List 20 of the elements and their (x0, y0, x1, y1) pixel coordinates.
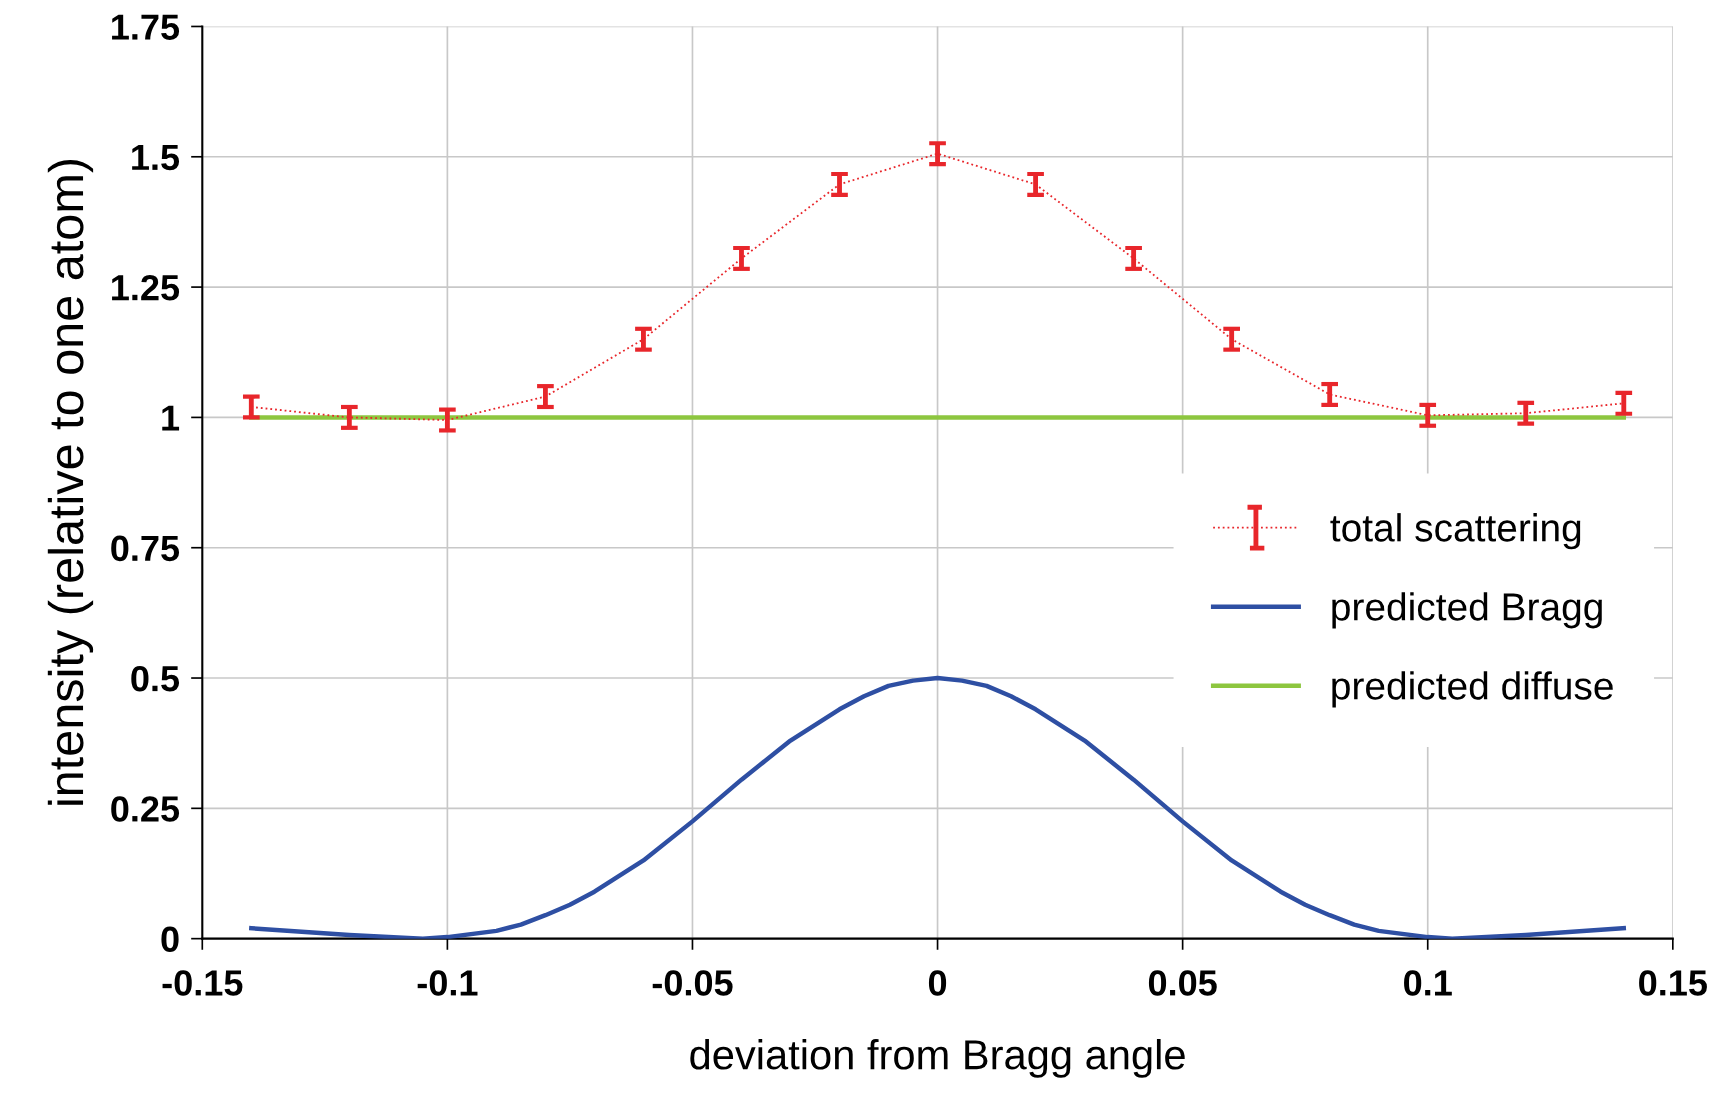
legend-label: predicted Bragg (1332, 592, 1602, 629)
x-tick-label: 0.15 (1639, 970, 1707, 996)
x-axis-title: deviation from Bragg angle (690, 1038, 1185, 1078)
x-tick-label: 0.05 (1148, 970, 1217, 996)
y-tick-label: 0.25 (111, 796, 180, 822)
x-tick-label: -0.05 (652, 970, 733, 996)
legend-label: predicted diffuse (1332, 671, 1613, 708)
y-tick-label: 1.75 (112, 14, 180, 40)
x-tick-label: 0.1 (1404, 970, 1452, 996)
y-tick-label: 0.75 (111, 535, 180, 562)
x-tick-label: -0.15 (162, 970, 243, 996)
legend-label: total scattering (1330, 513, 1581, 550)
y-tick-label: 1 (162, 405, 180, 431)
y-tick-label: 0.5 (131, 665, 180, 692)
x-tick-label: 0 (928, 970, 947, 996)
y-tick-label: 1.25 (112, 274, 180, 301)
y-tick-label: 0 (161, 926, 179, 953)
x-tick-label: -0.1 (417, 970, 478, 996)
y-axis-title: intensity (relative to one atom) (47, 159, 94, 805)
y-tick-label: 1.5 (132, 145, 180, 171)
